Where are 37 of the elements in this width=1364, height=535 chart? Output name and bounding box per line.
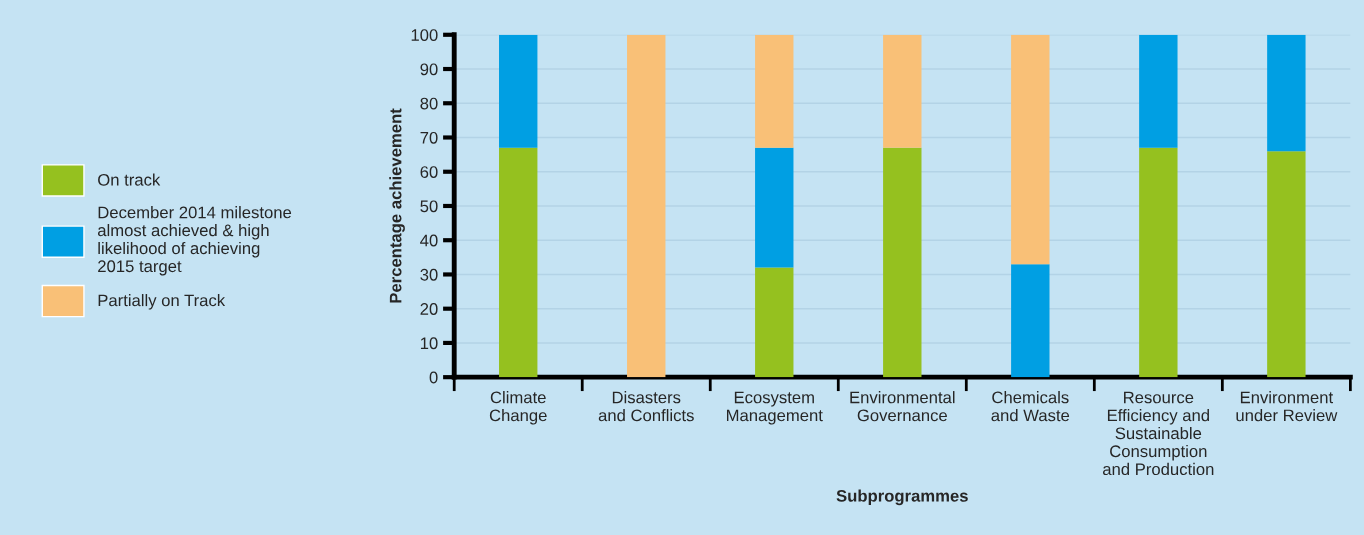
legend-label: On track: [98, 173, 161, 186]
bar: [755, 267, 794, 378]
y-axis-title: Percentage achievement: [389, 108, 405, 303]
y-tick-label: 70: [420, 131, 438, 144]
bar: [499, 147, 538, 378]
x-tick-label: Chemicals and Waste: [991, 391, 1070, 422]
y-tick-label: 20: [420, 303, 438, 315]
x-tick-label: Ecosystem Management: [727, 391, 823, 425]
legend-label: December 2014 milestone almost achieved & high likelihood of achieving 2015 target: [97, 206, 292, 276]
x-tick-label: Environmental Governance: [850, 391, 955, 422]
bar: [1139, 34, 1178, 148]
bar: [755, 147, 794, 268]
y-tick-label: 10: [420, 337, 438, 350]
y-tick-label: 60: [420, 166, 438, 178]
bar: [499, 34, 538, 148]
y-tick-label: 40: [420, 234, 438, 247]
y-tick-label: 30: [420, 268, 438, 281]
y-tick-label: 100: [411, 29, 438, 41]
bar: [883, 34, 922, 148]
bar: [755, 34, 794, 148]
y-tick-label: 90: [420, 63, 438, 76]
x-tick-label: Environment under Review: [1236, 391, 1338, 422]
x-tick-label: Climate Change: [489, 391, 547, 425]
x-tick-label: Resource Efficiency and Sustainable Consumption and Production: [1102, 391, 1214, 476]
legend-label: Partially on Track: [98, 294, 226, 310]
bar: [1267, 151, 1306, 378]
bar: [1267, 34, 1306, 152]
bar: [1139, 147, 1178, 378]
x-tick-label: Disasters and Conflicts: [598, 391, 694, 422]
bar: [883, 147, 922, 378]
y-tick-label: 80: [420, 97, 438, 110]
bar: [627, 34, 666, 378]
bar: [1011, 264, 1050, 378]
bar: [1011, 34, 1050, 265]
x-axis-title: Subprogrammes: [836, 489, 968, 506]
y-tick-label: 50: [420, 200, 438, 213]
y-tick-label: 0: [429, 371, 438, 384]
